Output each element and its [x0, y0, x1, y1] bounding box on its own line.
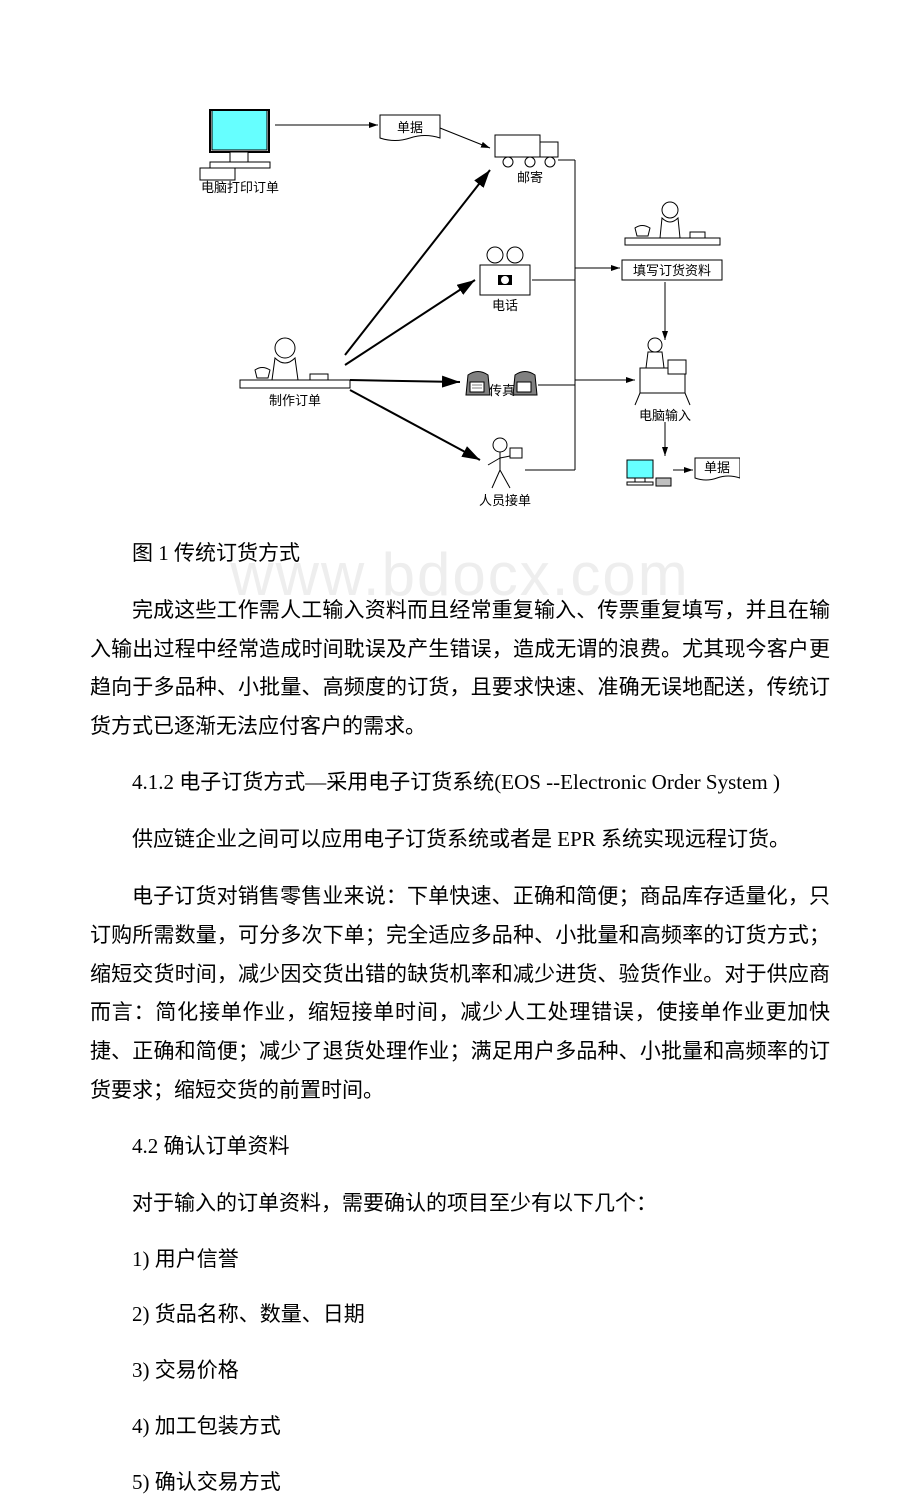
heading-4-2: 4.2 确认订单资料	[90, 1128, 830, 1166]
svg-text:电话: 电话	[492, 298, 518, 313]
mail-truck-node: 邮寄	[495, 135, 558, 185]
svg-text:邮寄: 邮寄	[517, 170, 543, 185]
make-order-node: 制作订单	[240, 338, 350, 408]
list-item-5: 5) 确认交易方式	[90, 1464, 830, 1502]
list-item-3: 3) 交易价格	[90, 1352, 830, 1390]
fax-node: 传真	[466, 372, 537, 399]
paragraph-2: 供应链企业之间可以应用电子订货系统或者是 EPR 系统实现远程订货。	[90, 820, 830, 859]
list-item-1: 1) 用户信誉	[90, 1241, 830, 1279]
paragraph-3: 电子订货对销售零售业来说：下单快速、正确和简便；商品库存适量化，只订购所需数量，…	[90, 877, 830, 1110]
diagram-traditional-order: 电脑打印订单 单据 邮寄 制作订单 电话	[180, 100, 740, 520]
figure-caption: 图 1 传统订货方式	[90, 535, 830, 573]
paragraph-1: 完成这些工作需人工输入资料而且经常重复输入、传票重复填写，并且在输入输出过程中经…	[90, 591, 830, 746]
paragraph-4: 对于输入的订单资料，需要确认的项目至少有以下几个：	[90, 1184, 830, 1223]
person-receive-node: 人员接单	[479, 438, 531, 508]
content-area: 电脑打印订单 单据 邮寄 制作订单 电话	[90, 100, 830, 1502]
svg-text:人员接单: 人员接单	[479, 493, 531, 508]
svg-text:填写订货资料: 填写订货资料	[633, 263, 711, 278]
svg-text:传真: 传真	[489, 383, 515, 398]
computer-input-node: 电脑输入	[635, 338, 691, 423]
svg-text:单据: 单据	[704, 460, 730, 475]
fill-order-node: 填写订货资料	[622, 202, 722, 280]
svg-text:电脑打印订单: 电脑打印订单	[201, 180, 279, 195]
svg-text:制作订单: 制作订单	[269, 393, 321, 408]
list-item-4: 4) 加工包装方式	[90, 1408, 830, 1446]
svg-text:电脑输入: 电脑输入	[639, 408, 691, 423]
document-top-node: 单据	[380, 115, 440, 141]
svg-text:单据: 单据	[397, 120, 423, 135]
heading-4-1-2: 4.1.2 电子订货方式—采用电子订货系统(EOS --Electronic O…	[90, 764, 830, 802]
output-computer-node: 单据	[627, 458, 740, 486]
flowchart-svg: 电脑打印订单 单据 邮寄 制作订单 电话	[180, 100, 740, 520]
phone-node: 电话	[480, 247, 530, 313]
computer-print-node: 电脑打印订单	[200, 110, 279, 195]
